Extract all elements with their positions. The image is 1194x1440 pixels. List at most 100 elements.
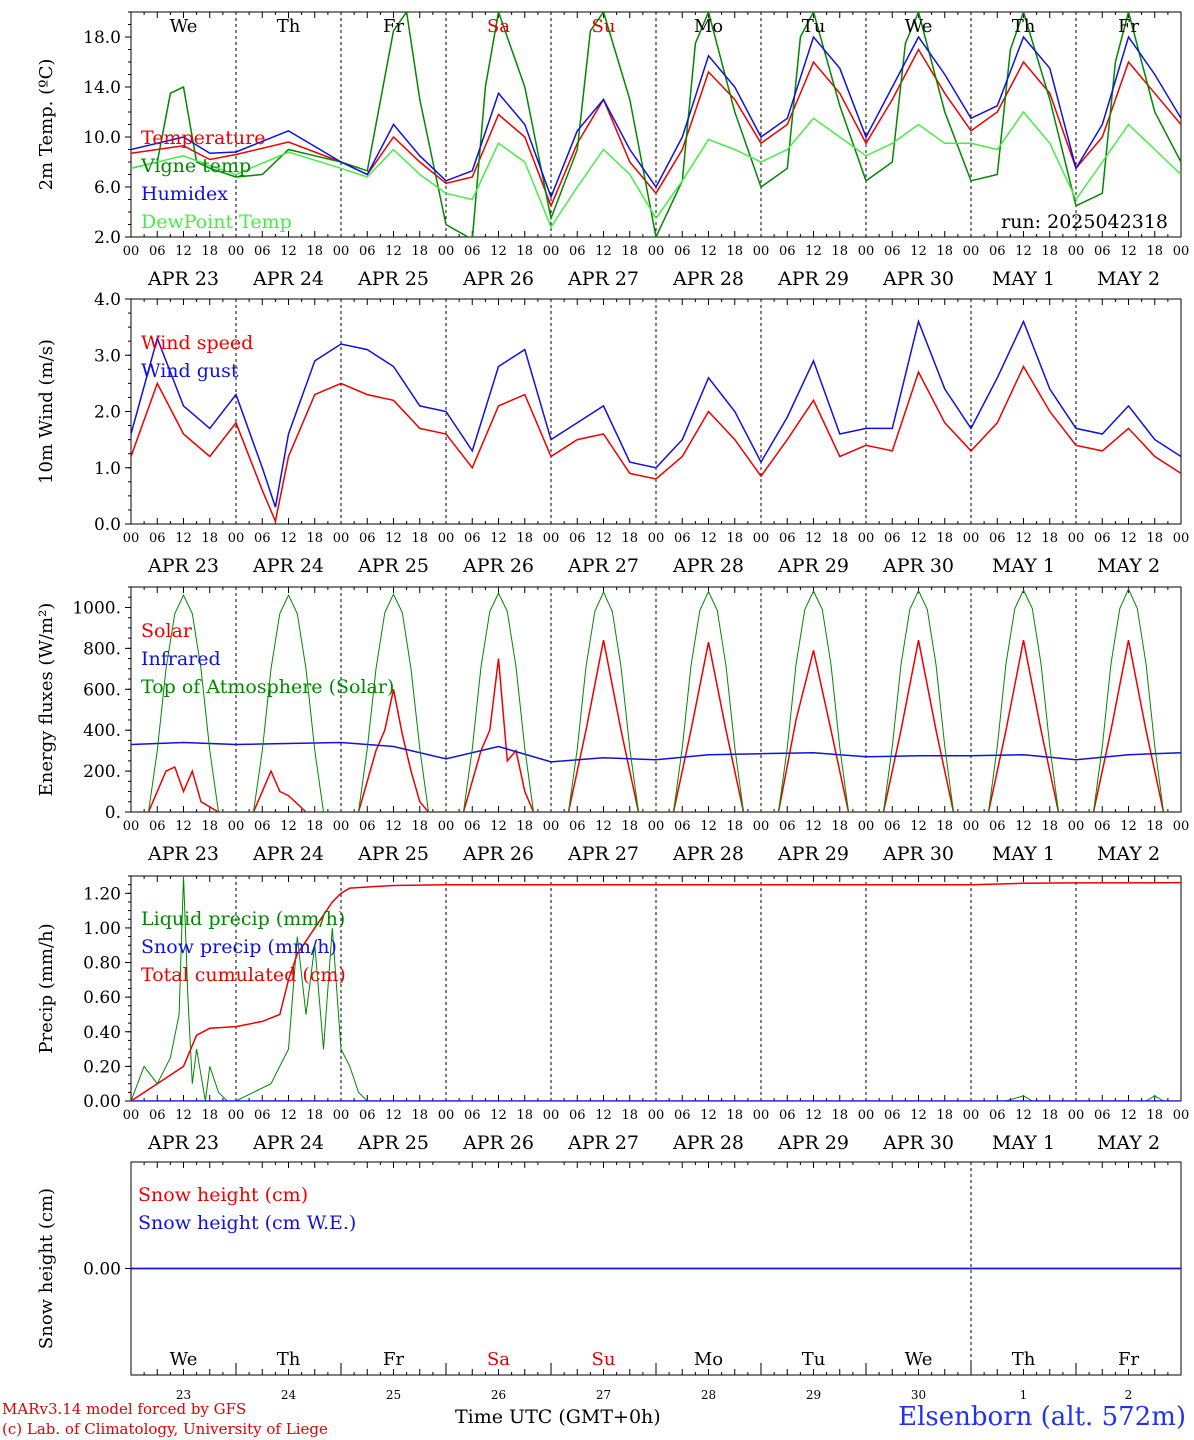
hour-tick-label: 06 [989, 531, 1006, 546]
y-tick-label: 0.80 [83, 954, 121, 974]
date-label: APR 28 [672, 1132, 744, 1154]
hour-tick-label: 18 [411, 819, 428, 834]
hour-tick-label: 00 [123, 531, 140, 546]
date-label: MAY 1 [992, 1132, 1055, 1154]
hour-tick-label: 12 [1120, 819, 1137, 834]
y-axis-label: Precip (mm/h) [36, 923, 57, 1053]
hour-tick-label: 06 [569, 819, 586, 834]
hour-tick-label: 18 [411, 531, 428, 546]
hour-tick-label: 18 [936, 244, 953, 259]
hour-tick-label: 00 [648, 244, 665, 259]
hour-tick-label: 00 [963, 819, 980, 834]
hour-tick-label: 06 [464, 819, 481, 834]
day-number-label: 27 [596, 1388, 611, 1402]
weekday-label: We [170, 1349, 198, 1370]
legend-entry: Humidex [141, 183, 228, 205]
date-label: APR 23 [147, 555, 219, 577]
hour-tick-label: 06 [884, 1108, 901, 1123]
date-label: APR 26 [462, 843, 534, 865]
hour-tick-label: 12 [280, 244, 297, 259]
hour-tick-label: 00 [228, 819, 245, 834]
weekday-label: Sa [487, 1349, 510, 1370]
hour-tick-label: 12 [385, 1108, 402, 1123]
date-label: APR 29 [777, 555, 849, 577]
hour-tick-label: 18 [621, 1108, 638, 1123]
hour-tick-label: 18 [1146, 244, 1163, 259]
hour-tick-label: 12 [1015, 244, 1032, 259]
y-tick-label: 1000. [72, 598, 121, 618]
hour-tick-label: 12 [385, 531, 402, 546]
hour-tick-label: 00 [1068, 244, 1085, 259]
date-label: APR 27 [567, 843, 639, 865]
hour-tick-label: 06 [149, 244, 166, 259]
hour-tick-label: 06 [359, 244, 376, 259]
y-tick-label: 800. [83, 639, 121, 659]
legend-entry: Snow height (cm) [138, 1184, 308, 1206]
legend-entry: Snow precip (mm/h) [141, 936, 337, 958]
hour-tick-label: 12 [595, 244, 612, 259]
y-tick-label: 0.60 [83, 988, 121, 1008]
weekday-label: Su [592, 16, 616, 37]
hour-tick-label: 12 [280, 531, 297, 546]
weekday-label: Su [592, 1349, 616, 1370]
hour-tick-label: 06 [884, 244, 901, 259]
hour-tick-label: 18 [201, 531, 218, 546]
legend-entry: Wind speed [141, 332, 253, 354]
weekday-label: Mo [694, 1349, 723, 1370]
hour-tick-label: 06 [464, 244, 481, 259]
hour-tick-label: 00 [858, 1108, 875, 1123]
hour-tick-label: 06 [359, 531, 376, 546]
weekday-label: Fr [383, 1349, 404, 1370]
hour-tick-label: 00 [963, 531, 980, 546]
weekday-label: Th [1012, 1349, 1036, 1370]
date-label: APR 23 [147, 1132, 219, 1154]
date-label: APR 25 [357, 268, 429, 290]
date-label: MAY 2 [1097, 268, 1160, 290]
date-label: APR 30 [882, 1132, 954, 1154]
legend-entry: Total cumulated (cm) [141, 964, 346, 986]
hour-tick-label: 18 [306, 531, 323, 546]
hour-tick-label: 18 [516, 531, 533, 546]
legend-entry: Vigne temp [140, 155, 251, 177]
weekday-label: Th [277, 1349, 301, 1370]
hour-tick-label: 12 [805, 244, 822, 259]
series-line [131, 110, 1181, 229]
hour-tick-label: 00 [1068, 531, 1085, 546]
day-number-label: 30 [911, 1388, 926, 1402]
legend-entry: Wind gust [141, 360, 239, 382]
hour-tick-label: 12 [700, 531, 717, 546]
y-tick-label: 600. [83, 680, 121, 700]
date-label: APR 24 [252, 555, 324, 577]
panel-frame [130, 298, 1182, 525]
day-number-label: 25 [386, 1388, 401, 1402]
hour-tick-label: 06 [569, 531, 586, 546]
hour-tick-label: 06 [884, 819, 901, 834]
hour-tick-label: 00 [963, 244, 980, 259]
hour-tick-label: 18 [516, 244, 533, 259]
weekday-label: Th [1012, 16, 1036, 37]
hour-tick-label: 00 [123, 244, 140, 259]
hour-tick-label: 18 [936, 1108, 953, 1123]
weekday-label: We [170, 16, 198, 37]
hour-tick-label: 12 [280, 1108, 297, 1123]
y-axis-label: 10m Wind (m/s) [36, 339, 57, 484]
hour-tick-label: 18 [201, 1108, 218, 1123]
series-line [131, 587, 1181, 812]
hour-tick-label: 18 [1041, 244, 1058, 259]
date-label: APR 25 [357, 843, 429, 865]
hour-tick-label: 18 [306, 1108, 323, 1123]
hour-tick-label: 00 [1068, 1108, 1085, 1123]
hour-tick-label: 00 [543, 819, 560, 834]
hour-tick-label: 12 [595, 1108, 612, 1123]
hour-tick-label: 06 [359, 1108, 376, 1123]
hour-tick-label: 06 [464, 1108, 481, 1123]
y-tick-label: 1.0 [94, 459, 121, 479]
y-tick-label: 3.0 [94, 346, 121, 366]
hour-tick-label: 18 [831, 1108, 848, 1123]
y-tick-label: 0.00 [83, 1092, 121, 1112]
hour-tick-label: 06 [1094, 244, 1111, 259]
hour-tick-label: 18 [621, 244, 638, 259]
hour-tick-label: 12 [1120, 1108, 1137, 1123]
legend-entry: DewPoint Temp [141, 211, 292, 233]
